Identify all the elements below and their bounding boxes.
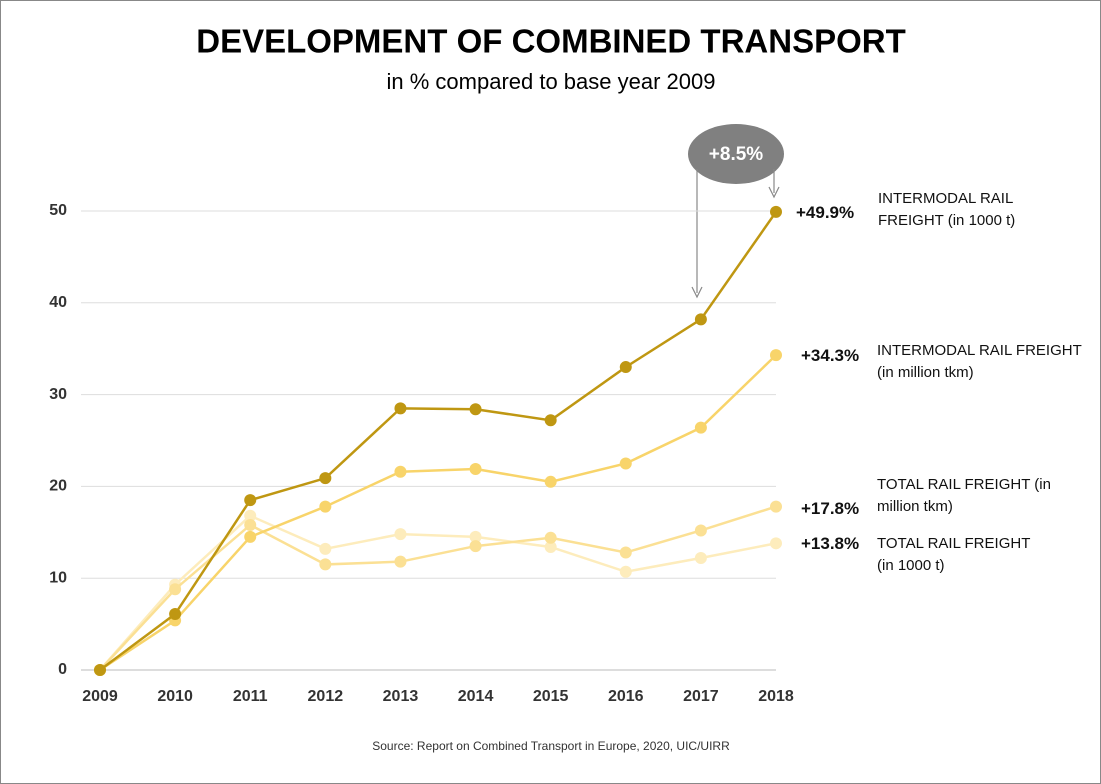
data-point [319, 472, 332, 485]
data-point [770, 537, 782, 550]
data-point [694, 552, 707, 565]
data-point [544, 540, 557, 553]
series-line [99, 354, 777, 672]
data-point [319, 542, 332, 555]
series-name: TOTAL RAIL FREIGHT (in 1000 t) [877, 535, 1031, 574]
data-point [394, 402, 407, 415]
y-tick-label: 50 [49, 202, 67, 219]
series-name: INTERMODAL RAIL FREIGHT (in million tkm) [877, 342, 1082, 381]
data-point [619, 565, 632, 578]
y-tick-label: 0 [58, 661, 67, 678]
data-point [694, 524, 707, 537]
x-tick-label: 2009 [82, 688, 118, 705]
series-name: INTERMODAL RAIL FREIGHT (in 1000 t) [878, 190, 1016, 229]
end-label: +13.8% [801, 534, 860, 553]
x-tick-label: 2018 [758, 688, 794, 705]
data-point [619, 457, 632, 470]
data-point [770, 500, 782, 513]
x-tick-label: 2013 [383, 688, 419, 705]
data-point [244, 509, 257, 522]
annotation-arrows [691, 169, 780, 299]
series-line [99, 514, 777, 671]
data-point [244, 530, 257, 543]
series-name: TOTAL RAIL FREIGHT (in million tkm) [877, 476, 1051, 515]
source: Source: Report on Combined Transport in … [372, 739, 730, 753]
y-tick-label: 40 [49, 294, 67, 311]
data-point [394, 528, 407, 541]
x-tick-label: 2017 [683, 688, 719, 705]
data-point [544, 531, 557, 544]
data-point [319, 558, 332, 571]
end-label: +17.8% [801, 499, 860, 518]
data-point [469, 462, 482, 475]
annotation: +8.5% [709, 144, 764, 165]
data-point [544, 414, 557, 427]
data-point [469, 530, 482, 543]
y-tick-label: 10 [49, 569, 67, 586]
x-tick-label: 2016 [608, 688, 644, 705]
data-point [469, 540, 482, 553]
x-tick-label: 2015 [533, 688, 569, 705]
data-point [619, 546, 632, 559]
data-point [469, 403, 482, 416]
data-point [619, 361, 632, 374]
chart-title: DEVELOPMENT OF COMBINED TRANSPORT [196, 23, 906, 60]
data-point [544, 475, 557, 488]
chart-subtitle: in % compared to base year 2009 [387, 69, 716, 94]
data-point [770, 205, 782, 218]
end-label: +34.3% [801, 346, 860, 365]
data-point [244, 494, 257, 507]
annotation-bubble [688, 124, 784, 184]
x-tick-label: 2012 [308, 688, 344, 705]
data-point [394, 555, 407, 568]
x-tick-label: 2014 [458, 688, 494, 705]
data-point [694, 313, 707, 326]
x-tick-label: 2010 [157, 688, 193, 705]
y-tick-label: 30 [49, 386, 67, 403]
data-point [319, 500, 332, 513]
data-point [169, 583, 182, 596]
data-point [394, 465, 407, 478]
data-point [244, 518, 257, 531]
end-label: +49.9% [796, 203, 855, 222]
data-point [94, 664, 106, 676]
data-point [770, 349, 782, 362]
series-line [99, 505, 777, 671]
data-point [694, 421, 707, 434]
y-tick-label: 20 [49, 478, 67, 495]
data-point [169, 608, 182, 621]
x-tick-label: 2011 [233, 688, 268, 705]
series-line [99, 211, 778, 672]
